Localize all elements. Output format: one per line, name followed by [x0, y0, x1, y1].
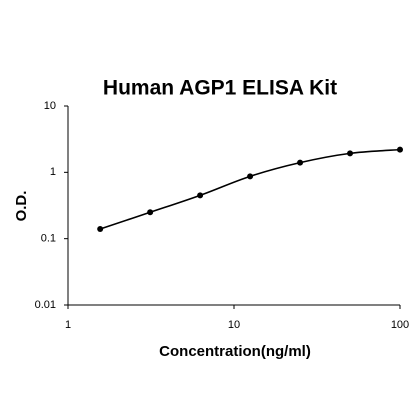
- x-axis-label: Concentration(ng/ml): [159, 343, 311, 360]
- data-point: [247, 173, 254, 180]
- data-point: [397, 146, 403, 153]
- y-tick-label: 10: [44, 100, 56, 112]
- chart-title: Human AGP1 ELISA Kit: [103, 77, 337, 100]
- y-axis-label: O.D.: [13, 191, 30, 222]
- y-tick-label: 0.01: [35, 299, 56, 311]
- x-tick-label: 1: [65, 319, 71, 331]
- x-tick-label: 10: [228, 319, 240, 331]
- data-point: [197, 192, 204, 199]
- data-point: [97, 225, 104, 232]
- data-point: [147, 209, 154, 216]
- data-point: [347, 150, 354, 157]
- y-tick-label: 1: [50, 166, 56, 178]
- y-tick-label: 0.1: [41, 233, 56, 245]
- x-tick-label: 100: [391, 319, 409, 331]
- data-point: [297, 159, 304, 166]
